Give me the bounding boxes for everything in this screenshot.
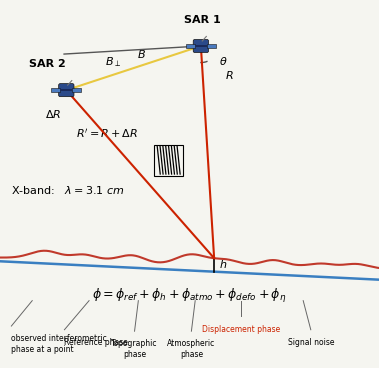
Text: Signal noise: Signal noise bbox=[288, 338, 334, 347]
Text: $\Delta R$: $\Delta R$ bbox=[45, 108, 61, 120]
Text: SAR 1: SAR 1 bbox=[185, 15, 221, 25]
Bar bbox=[72, 88, 81, 92]
Text: Atmospheric
phase: Atmospheric phase bbox=[167, 339, 216, 359]
Text: Reference phase: Reference phase bbox=[64, 338, 128, 347]
Bar bbox=[186, 44, 195, 48]
Bar bbox=[207, 44, 216, 48]
Bar bbox=[154, 145, 183, 176]
FancyBboxPatch shape bbox=[193, 39, 208, 53]
Bar bbox=[60, 89, 72, 91]
Text: h: h bbox=[219, 260, 226, 270]
Bar bbox=[51, 88, 60, 92]
Text: Topographic
phase: Topographic phase bbox=[111, 339, 158, 359]
Text: R: R bbox=[226, 71, 233, 81]
Text: SAR 2: SAR 2 bbox=[29, 59, 66, 69]
Text: $\phi = \phi_{ref} + \phi_{h} + \phi_{atmo} + \phi_{defo} + \phi_{\eta}$: $\phi = \phi_{ref} + \phi_{h} + \phi_{at… bbox=[92, 287, 287, 305]
Text: Displacement phase: Displacement phase bbox=[202, 325, 280, 333]
Bar bbox=[195, 45, 207, 47]
FancyBboxPatch shape bbox=[59, 84, 74, 97]
Text: observed interferometric
phase at a point: observed interferometric phase at a poin… bbox=[11, 334, 107, 354]
Text: $\theta$: $\theta$ bbox=[219, 56, 228, 67]
Text: X-band:   $\lambda = 3.1$ $cm$: X-band: $\lambda = 3.1$ $cm$ bbox=[11, 184, 125, 195]
Text: $R^\prime = R + \Delta R$: $R^\prime = R + \Delta R$ bbox=[76, 127, 138, 140]
Text: $B_\perp$: $B_\perp$ bbox=[105, 56, 121, 69]
Text: B: B bbox=[137, 50, 145, 60]
